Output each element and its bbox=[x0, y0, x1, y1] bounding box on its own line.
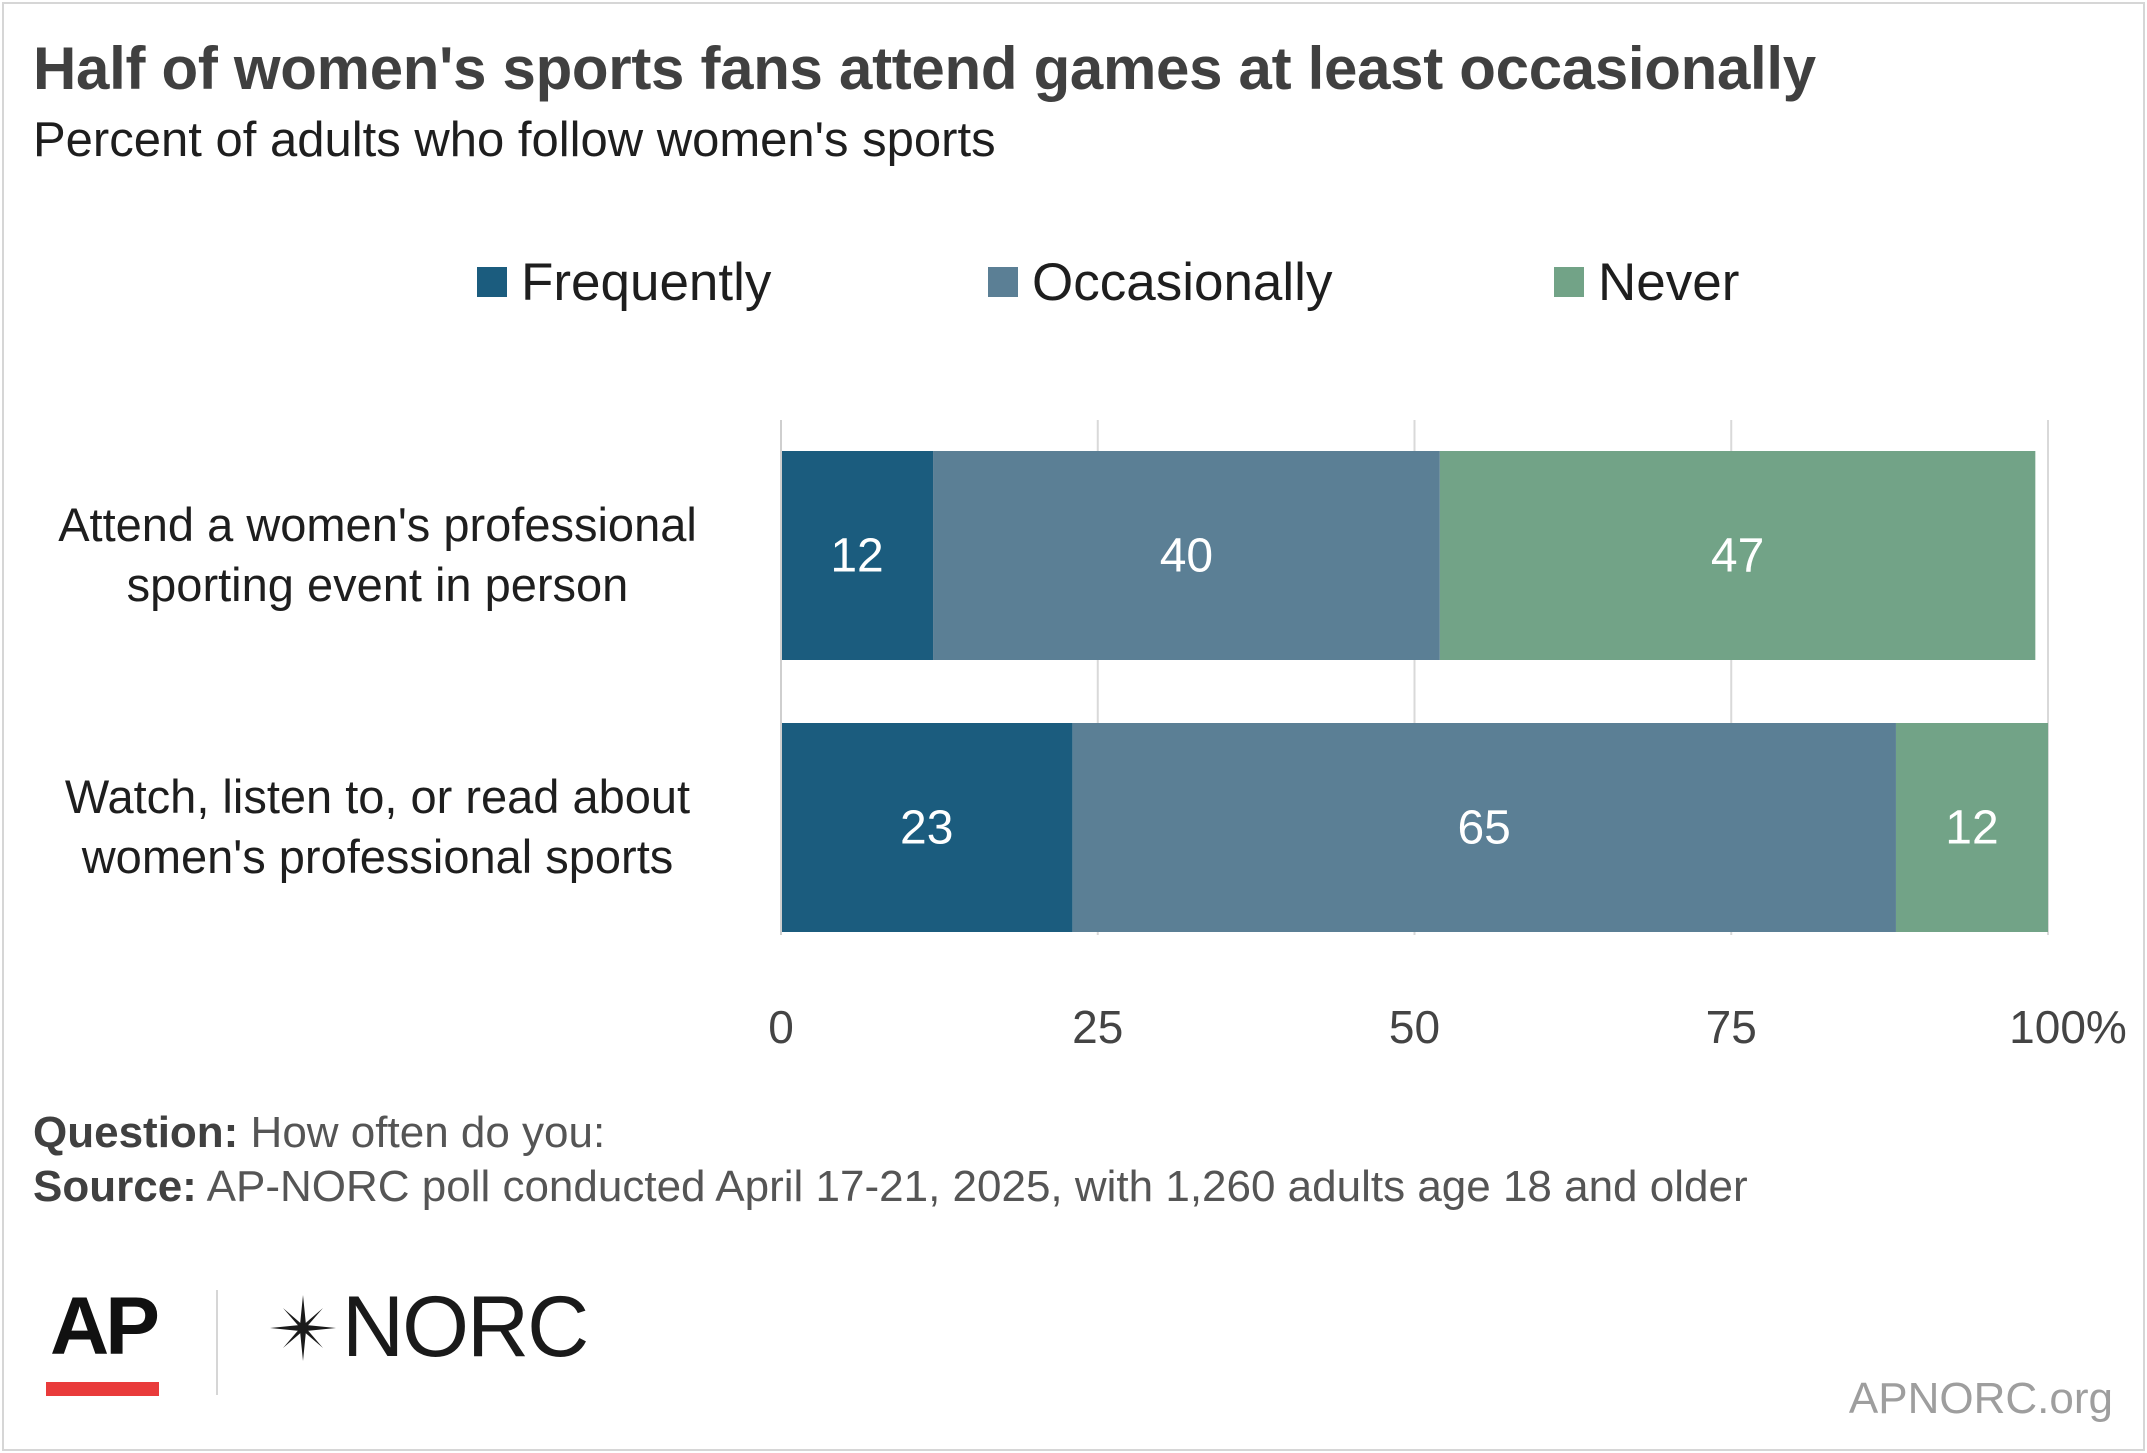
value-label-occasionally-2: 65 bbox=[1457, 802, 1510, 855]
ap-logo: AP bbox=[50, 1281, 160, 1372]
value-label-frequently-1: 12 bbox=[830, 530, 883, 583]
category-label-watch: Watch, listen to, or read about women's … bbox=[20, 767, 735, 887]
category-label-attend-line1: Attend a women's professional bbox=[58, 498, 697, 551]
source-text: AP-NORC poll conducted April 17-21, 2025… bbox=[196, 1162, 1748, 1211]
logo-divider bbox=[216, 1290, 218, 1395]
bar-never-1 bbox=[1439, 451, 2036, 660]
value-label-never-2: 12 bbox=[1945, 802, 1998, 855]
source-note: Source: AP-NORC poll conducted April 17-… bbox=[33, 1162, 1748, 1212]
bar-frequently-1 bbox=[781, 451, 934, 660]
legend-item-frequently: Frequently bbox=[477, 252, 771, 312]
x-tick-label-100: 100% bbox=[2009, 1001, 2127, 1053]
category-label-attend: Attend a women's professional sporting e… bbox=[20, 495, 735, 615]
x-tick-label-75: 75 bbox=[1706, 1001, 1757, 1053]
question-text: How often do you: bbox=[238, 1108, 606, 1157]
question-note: Question: How often do you: bbox=[33, 1108, 605, 1158]
legend-item-occasionally: Occasionally bbox=[988, 252, 1332, 312]
value-label-frequently-2: 23 bbox=[900, 802, 953, 855]
site-url: APNORC.org bbox=[1848, 1374, 2113, 1423]
source-label: Source: bbox=[33, 1162, 197, 1211]
bar-occasionally-2 bbox=[1072, 723, 1896, 932]
category-label-watch-line2: women's professional sports bbox=[81, 830, 674, 883]
norc-logo-text: NORC bbox=[342, 1279, 589, 1375]
legend-swatch-never bbox=[1554, 267, 1584, 297]
legend-item-never: Never bbox=[1554, 252, 1739, 312]
legend-swatch-occasionally bbox=[988, 267, 1018, 297]
x-tick-label-50: 50 bbox=[1389, 1001, 1440, 1053]
bar-frequently-2 bbox=[781, 723, 1073, 932]
chart-subtitle: Percent of adults who follow women's spo… bbox=[33, 113, 996, 167]
category-label-attend-line2: sporting event in person bbox=[126, 558, 629, 611]
ap-logo-bar bbox=[46, 1382, 159, 1396]
question-label: Question: bbox=[33, 1108, 239, 1157]
category-label-watch-line1: Watch, listen to, or read about bbox=[64, 770, 691, 823]
norc-logo: NORC bbox=[268, 1278, 589, 1377]
legend-label-never: Never bbox=[1598, 252, 1740, 312]
chart-title: Half of women's sports fans attend games… bbox=[33, 35, 1816, 102]
bar-occasionally-1 bbox=[933, 451, 1440, 660]
legend-label-frequently: Frequently bbox=[521, 252, 772, 312]
value-label-occasionally-1: 40 bbox=[1160, 530, 1213, 583]
value-label-never-1: 47 bbox=[1711, 530, 1764, 583]
bar-never-2 bbox=[1895, 723, 2048, 932]
x-tick-label-25: 25 bbox=[1072, 1001, 1123, 1053]
legend-swatch-frequently bbox=[477, 267, 507, 297]
legend-label-occasionally: Occasionally bbox=[1032, 252, 1333, 312]
x-tick-label-0: 0 bbox=[768, 1001, 794, 1053]
norc-star-icon bbox=[270, 1294, 336, 1361]
